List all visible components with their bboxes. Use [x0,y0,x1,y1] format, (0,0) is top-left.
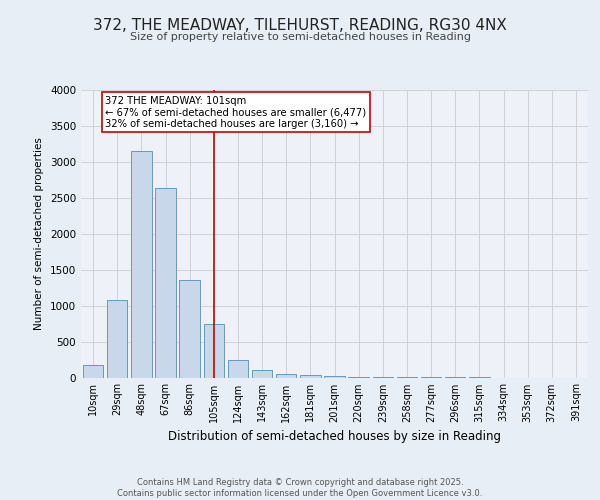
Bar [252,370,272,378]
Bar [107,300,127,378]
Bar [131,151,152,378]
Bar [179,280,200,378]
Bar [155,188,176,378]
X-axis label: Distribution of semi-detached houses by size in Reading: Distribution of semi-detached houses by … [168,430,501,443]
Text: 372 THE MEADWAY: 101sqm
← 67% of semi-detached houses are smaller (6,477)
32% of: 372 THE MEADWAY: 101sqm ← 67% of semi-de… [105,96,366,129]
Text: 372, THE MEADWAY, TILEHURST, READING, RG30 4NX: 372, THE MEADWAY, TILEHURST, READING, RG… [93,18,507,32]
Bar [276,374,296,378]
Text: Size of property relative to semi-detached houses in Reading: Size of property relative to semi-detach… [130,32,470,42]
Bar [227,360,248,378]
Bar [83,366,103,378]
Bar [324,376,345,378]
Y-axis label: Number of semi-detached properties: Number of semi-detached properties [34,138,44,330]
Bar [300,376,320,378]
Bar [349,377,369,378]
Text: Contains HM Land Registry data © Crown copyright and database right 2025.
Contai: Contains HM Land Registry data © Crown c… [118,478,482,498]
Bar [203,324,224,378]
